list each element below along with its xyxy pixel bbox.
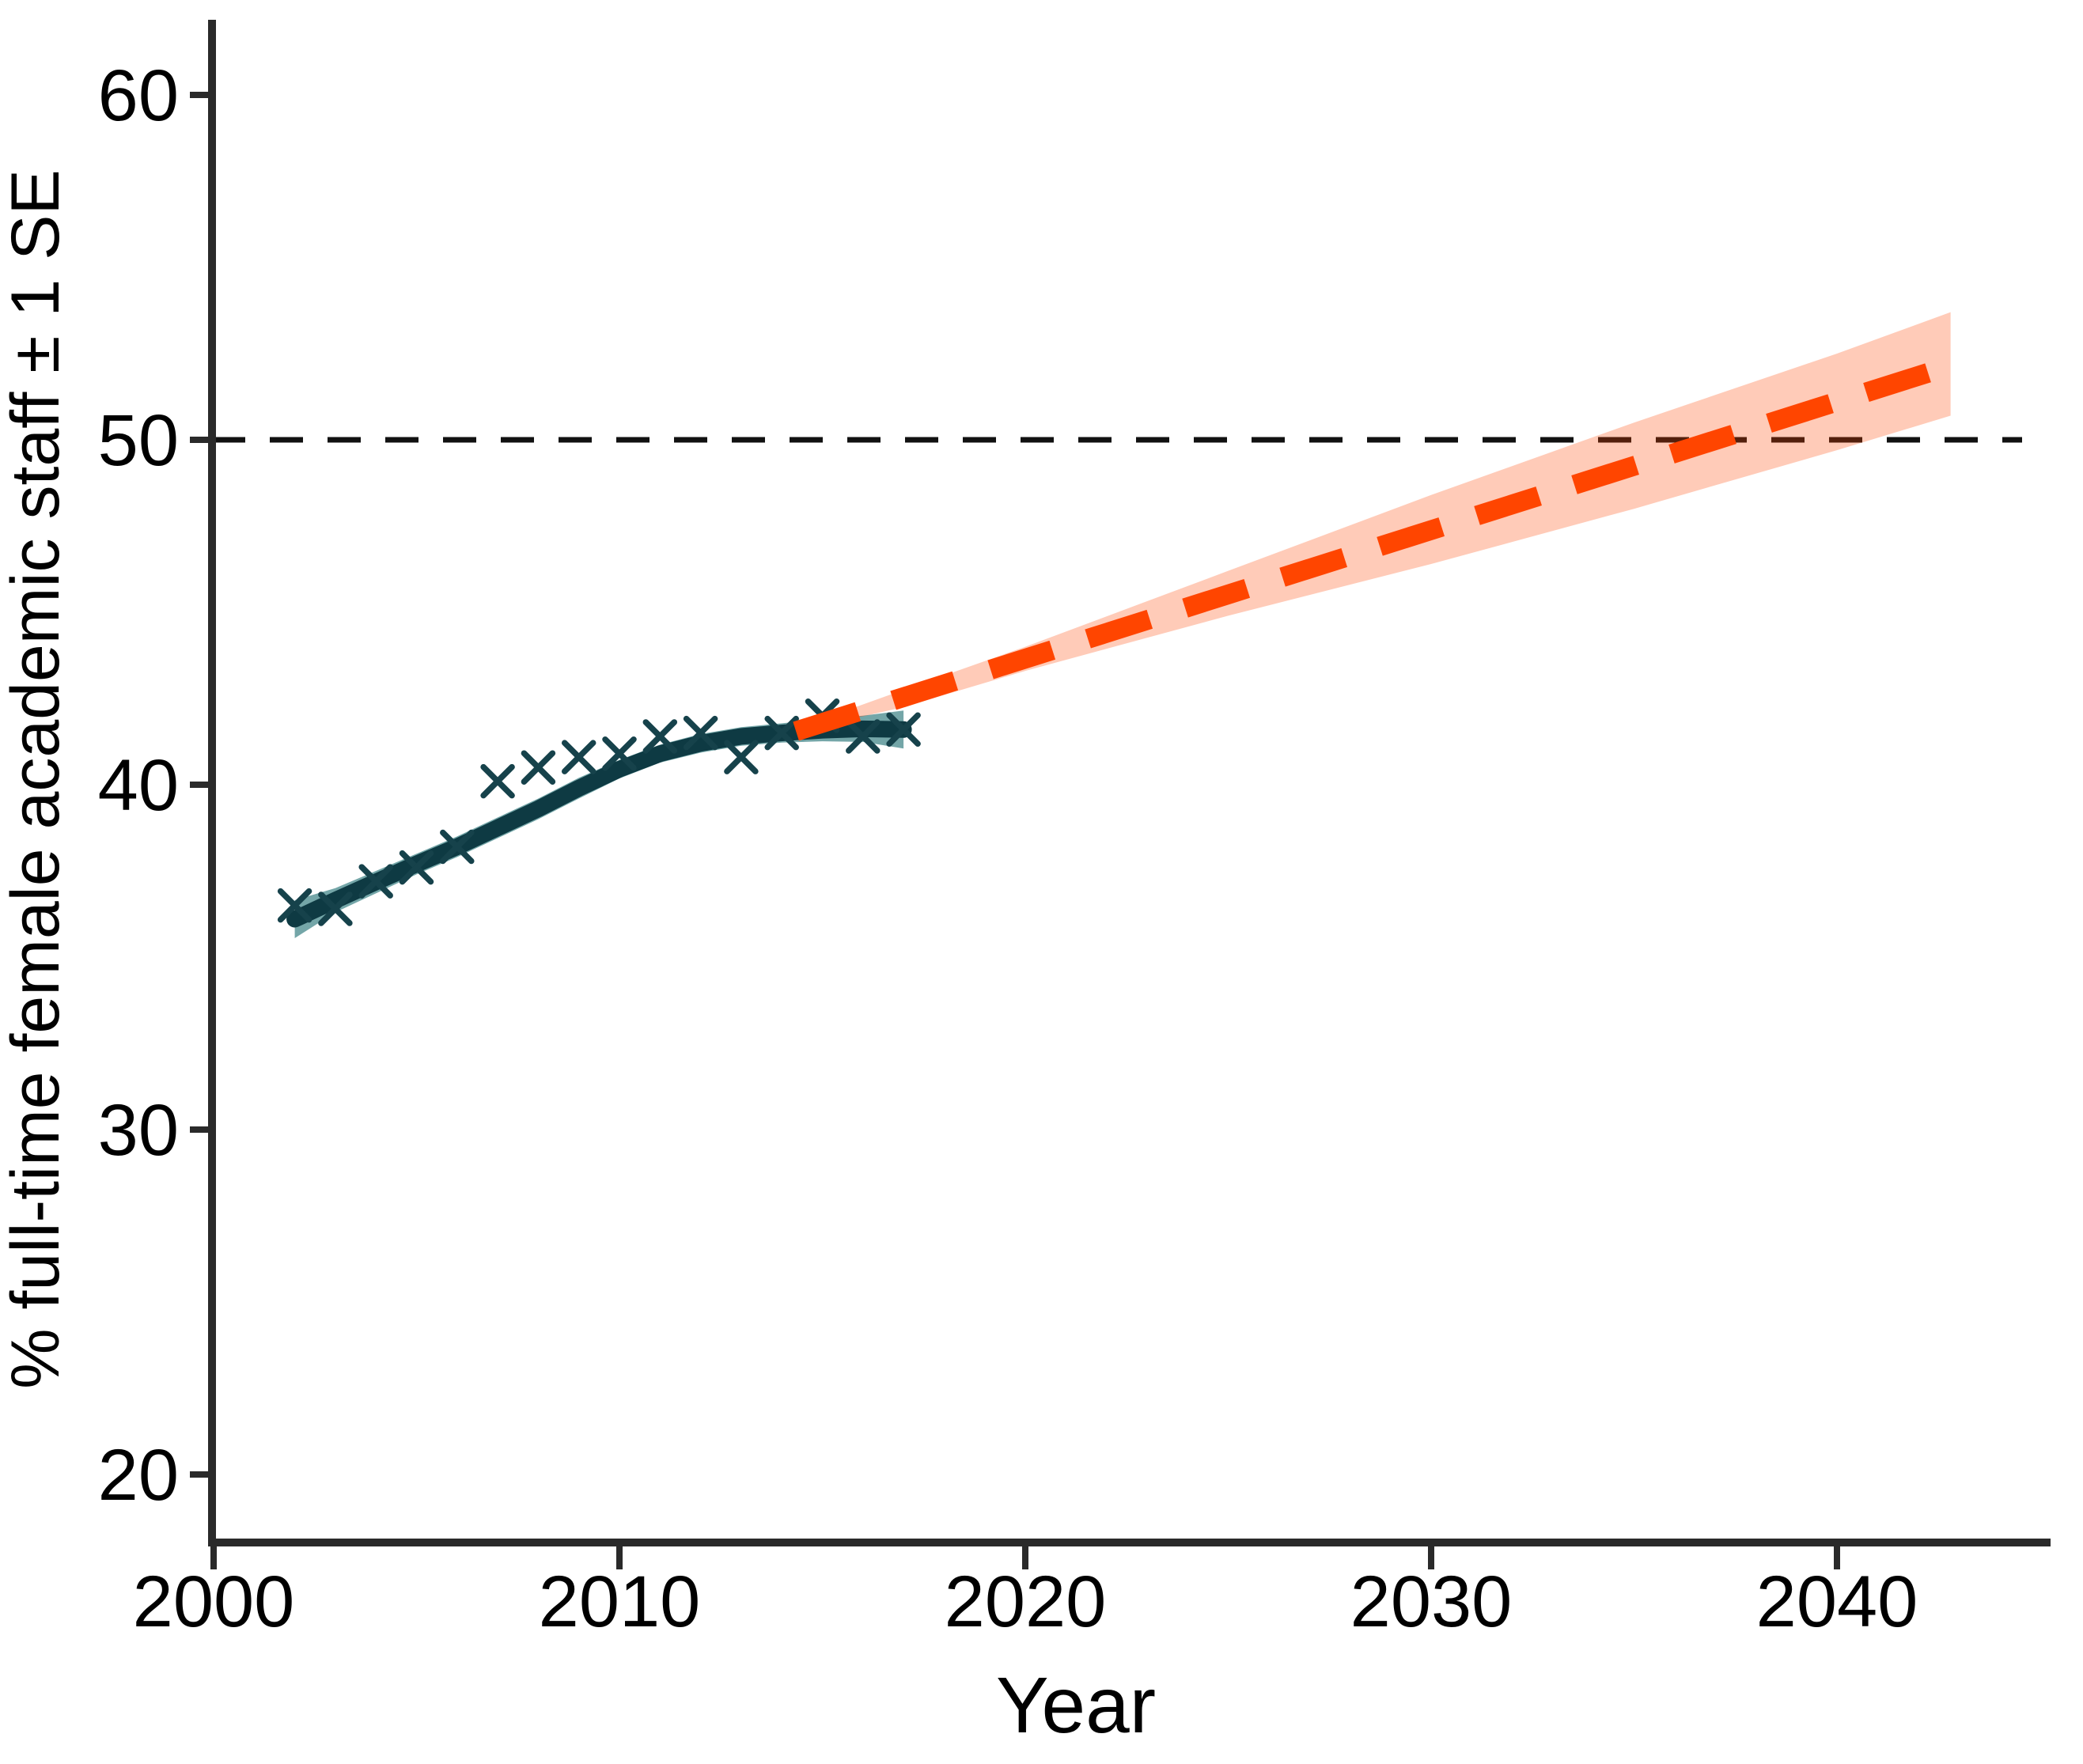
observed-x-marker [764,715,799,751]
x-axis-title: Year [996,1661,1156,1750]
y-axis-title: % full-time female academic staff ± 1 SE [0,169,74,1389]
y-axis-tick-label: 40 [98,745,179,826]
x-axis-tick-label: 2030 [1350,1561,1513,1642]
observed-x-marker [561,740,596,774]
observed-x-marker [846,719,881,754]
y-axis-tick-label: 50 [98,400,179,481]
observed-x-marker [521,750,556,785]
observed-x-marker [724,740,759,774]
y-axis-tick-label: 20 [98,1435,179,1516]
observed-x-marker [602,736,637,771]
observed-x-marker [480,763,515,799]
y-axis-tick-label: 60 [98,55,179,136]
observed-x-marker [642,719,678,754]
observed-x-marker [277,888,312,923]
x-axis-tick-label: 2040 [1756,1561,1918,1642]
observed-x-marker [318,891,353,926]
x-axis-tick-label: 2010 [539,1561,701,1642]
gam-fit-se-ribbon [294,710,904,939]
x-axis-tick-label: 2000 [133,1561,295,1642]
observed-x-marker [683,715,718,751]
observed-x-marker [440,829,475,865]
observed-x-marker [358,864,393,899]
projection-se-ribbon [797,312,1951,732]
x-axis-tick-label: 2020 [945,1561,1107,1642]
y-axis-tick-label: 30 [98,1090,179,1171]
observed-x-marker [886,712,921,747]
observed-x-marker [399,850,434,885]
